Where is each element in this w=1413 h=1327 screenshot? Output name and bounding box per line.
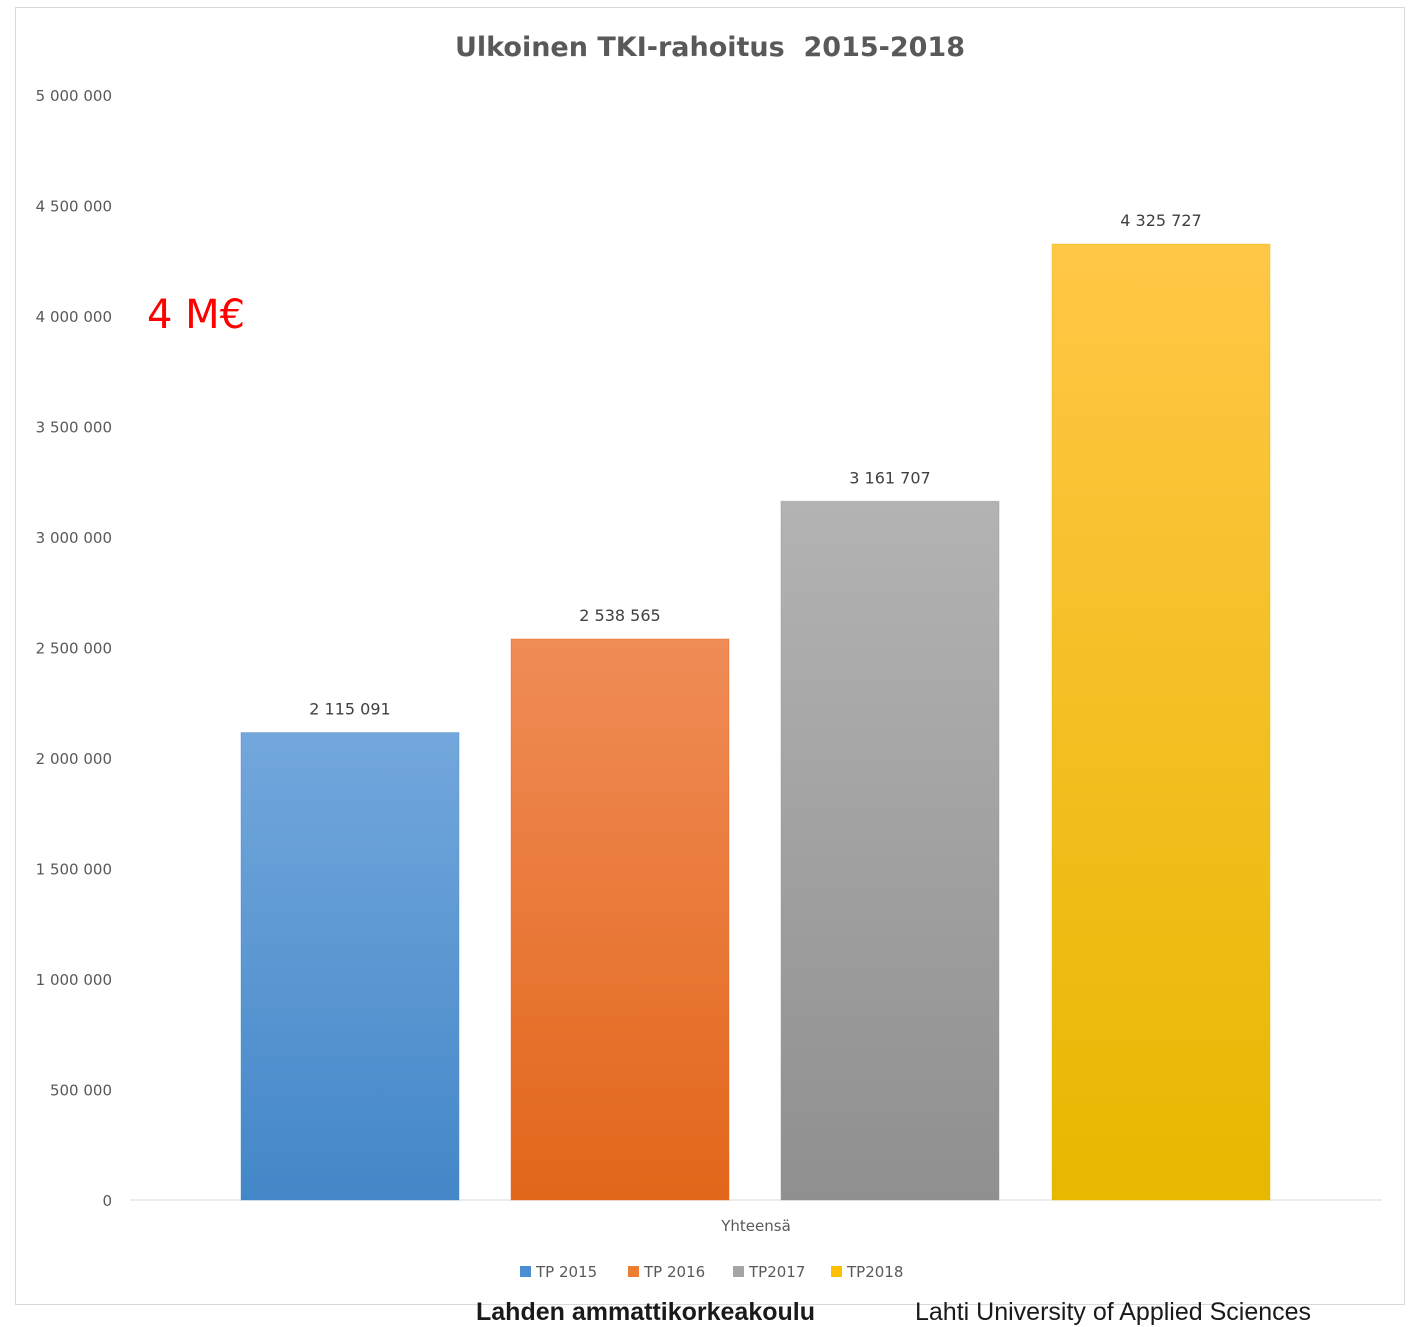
legend-swatch xyxy=(733,1266,744,1277)
footer-institution-en: Lahti University of Applied Sciences xyxy=(915,1298,1312,1326)
y-tick-label: 500 000 xyxy=(50,1082,112,1100)
data-labels-group: 2 115 091 2 538 565 3 161 707 4 325 727 xyxy=(309,211,1201,719)
legend-label: TP 2016 xyxy=(643,1263,705,1281)
x-category-label: Yhteensä xyxy=(720,1217,791,1235)
y-tick-label: 2 500 000 xyxy=(36,640,112,658)
data-label: 3 161 707 xyxy=(849,468,930,487)
y-tick-label: 4 500 000 xyxy=(36,198,112,216)
y-tick-label: 5 000 000 xyxy=(36,87,112,105)
bar-tp-2016 xyxy=(510,638,730,1201)
bars-group xyxy=(240,243,1271,1201)
bar-tp-2015 xyxy=(240,732,460,1201)
y-tick-label: 3 500 000 xyxy=(36,419,112,437)
legend-label: TP2017 xyxy=(748,1263,805,1281)
legend: TP 2015 TP 2016 TP2017 TP2018 xyxy=(520,1263,903,1281)
data-label: 2 538 565 xyxy=(579,606,660,625)
annotation-label: 4 M€ xyxy=(147,292,245,338)
data-label: 2 115 091 xyxy=(309,700,390,719)
y-tick-label: 4 000 000 xyxy=(36,308,112,326)
legend-label: TP 2015 xyxy=(535,1263,597,1281)
chart-title: Ulkoinen TKI-rahoitus 2015-2018 xyxy=(455,32,965,63)
y-tick-label: 2 000 000 xyxy=(36,750,112,768)
y-tick-label: 1 500 000 xyxy=(36,861,112,879)
y-axis: 0 500 000 1 000 000 1 500 000 2 000 000 2 500… xyxy=(36,87,112,1210)
bar-tp2017 xyxy=(780,500,1000,1201)
legend-swatch xyxy=(831,1266,842,1277)
legend-swatch xyxy=(520,1266,531,1277)
chart-frame xyxy=(15,7,1405,1305)
legend-label: TP2018 xyxy=(846,1263,903,1281)
y-tick-label: 3 000 000 xyxy=(36,529,112,547)
y-tick-label: 1 000 000 xyxy=(36,971,112,989)
footer-institution-fi: Lahden ammattikorkeakoulu xyxy=(476,1298,815,1326)
bar-tp2018 xyxy=(1051,243,1271,1201)
data-label: 4 325 727 xyxy=(1120,211,1201,230)
legend-swatch xyxy=(628,1266,639,1277)
y-tick-label: 0 xyxy=(102,1192,112,1210)
